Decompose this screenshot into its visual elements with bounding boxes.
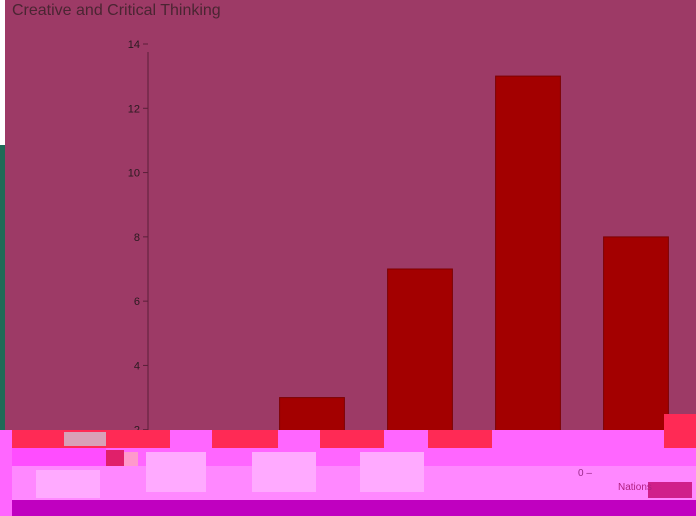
- left-edge-strip-top: [0, 0, 5, 145]
- bar: [495, 75, 561, 495]
- glitch-block: [428, 430, 492, 448]
- chart-title: Creative and Critical Thinking: [12, 2, 221, 19]
- y-tick-label: 4: [134, 360, 140, 372]
- glitch-block: [212, 430, 278, 448]
- y-tick-label: 12: [128, 103, 140, 115]
- y-tick-label: 10: [128, 168, 140, 180]
- y-axis: 2468101214: [128, 39, 149, 494]
- glitch-block: [252, 452, 316, 492]
- y-tick-label: 6: [134, 296, 140, 308]
- glitch-block: [320, 430, 384, 448]
- y-tick-label: 14: [128, 39, 140, 51]
- glitch-block: [664, 414, 696, 448]
- left-edge-strip: [0, 0, 5, 516]
- glitch-band: [0, 414, 696, 516]
- glitch-block: [12, 448, 106, 466]
- x-axis-label: Nations: [618, 482, 652, 493]
- axis-zero-label: 0 –: [578, 468, 592, 479]
- glitch-block: [170, 430, 212, 448]
- glitch-block: [384, 430, 428, 448]
- glitch-block: [278, 430, 320, 448]
- glitch-block: [124, 452, 138, 466]
- y-tick-label: 8: [134, 232, 140, 244]
- glitch-block: [106, 450, 124, 466]
- glitch-block: [106, 430, 170, 448]
- glitch-block: [360, 452, 424, 492]
- glitch-block: [64, 432, 110, 446]
- glitch-block: [12, 466, 696, 500]
- glitch-block: [648, 482, 692, 498]
- glitch-block: [36, 470, 100, 498]
- glitch-block: [12, 500, 696, 516]
- glitch-block: [146, 452, 206, 492]
